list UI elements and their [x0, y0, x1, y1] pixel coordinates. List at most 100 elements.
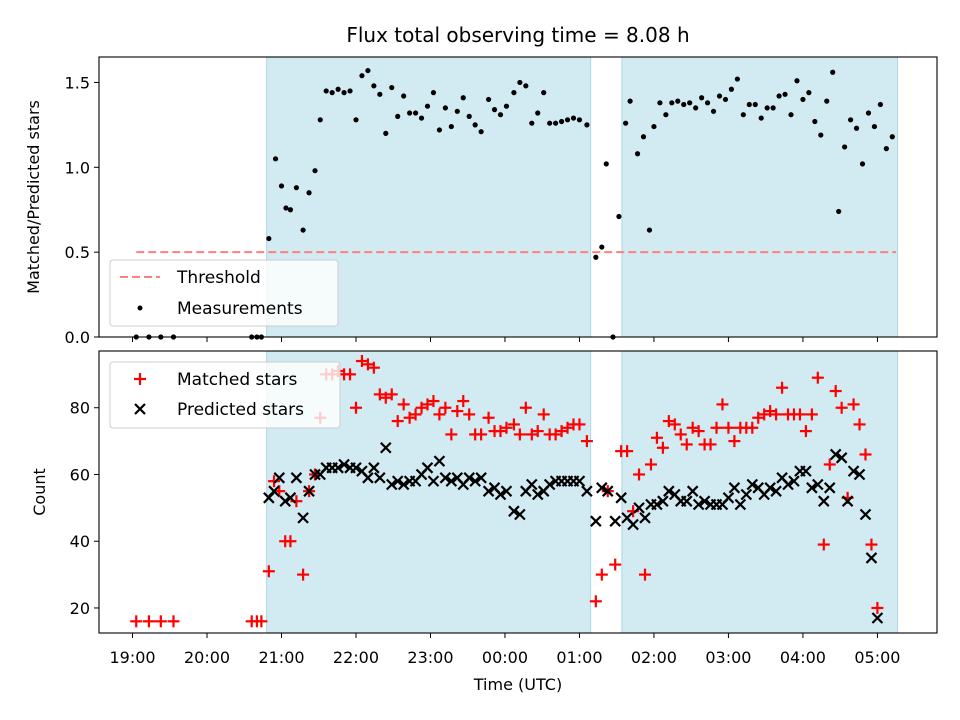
matched-star-point-25: [367, 361, 380, 374]
predicted-star-point-1: [268, 485, 280, 497]
predicted-star-point-39: [494, 488, 507, 501]
measurement-point-48: [511, 90, 517, 96]
predicted-star-point-18: [368, 462, 380, 474]
predicted-star-point-90: [806, 482, 818, 494]
measurement-point-65: [616, 213, 622, 220]
measurement-point-95: [794, 78, 800, 84]
measurement-point-73: [663, 112, 669, 118]
measurement-point-102: [836, 208, 842, 215]
predicted-star-point-20: [380, 442, 392, 454]
measurement-point-82: [716, 93, 723, 99]
measurement-point-58: [570, 115, 577, 121]
matched-star-point-108: [871, 601, 884, 614]
x-tick-label-1: 20:00: [184, 648, 230, 667]
y-tick-label-0: 20: [70, 599, 90, 618]
predicted-star-point-62: [639, 512, 651, 524]
measurement-point-81: [710, 108, 717, 114]
matched-star-point-66: [621, 445, 634, 458]
predicted-star-point-77: [728, 482, 741, 494]
ratio-panel: 0.0 0.5 1.0 1.5: [65, 56, 938, 347]
y-tick-label-1: 40: [70, 532, 90, 551]
matched-star-point-13: [297, 568, 310, 581]
predicted-star-point-42: [514, 508, 526, 521]
measurement-point-38: [448, 123, 454, 130]
measurement-point-25: [371, 83, 377, 89]
measurement-point-104: [847, 117, 854, 123]
measurement-point-30: [401, 93, 407, 99]
bottom-legend-box: [109, 361, 341, 429]
predicted-star-point-64: [651, 498, 663, 511]
x-tick-label-5: 00:00: [482, 648, 528, 667]
matched-star-point-32: [409, 408, 422, 421]
predicted-star-point-89: [800, 465, 812, 477]
matched-star-point-71: [650, 431, 663, 444]
matched-star-point-76: [680, 438, 693, 451]
matched-star-point-36: [433, 408, 446, 421]
matched-star-point-22: [349, 401, 362, 414]
matched-star-point-91: [770, 408, 783, 421]
measurement-point-29: [395, 113, 401, 119]
measurement-point-36: [436, 127, 443, 133]
measurement-point-50: [523, 83, 529, 89]
matched-star-point-52: [531, 425, 544, 438]
matched-star-point-1: [142, 615, 155, 628]
legend-threshold-label: Threshold: [176, 268, 261, 288]
matched-star-point-95: [793, 408, 806, 421]
predicted-star-point-91: [812, 478, 824, 491]
predicted-star-point-96: [841, 495, 854, 507]
predicted-star-point-28: [427, 475, 440, 487]
x-tick-label-6: 01:00: [556, 648, 602, 667]
legend-measurements-swatch: [137, 305, 143, 311]
observing-interval-1: [621, 56, 899, 338]
legend-predicted-label: Predicted stars: [177, 400, 304, 420]
matched-star-point-80: [704, 438, 717, 451]
predicted-star-point-23: [397, 478, 410, 491]
measurement-point-84: [728, 86, 735, 92]
measurement-point-62: [599, 244, 605, 250]
matched-star-point-97: [805, 408, 818, 421]
measurement-point-106: [859, 161, 866, 167]
y-tick-label-2: 60: [70, 465, 90, 484]
y-tick-label-3: 1.5: [65, 73, 90, 92]
measurement-point-90: [764, 105, 770, 111]
measurement-point-63: [603, 161, 609, 167]
axes-frame: [98, 350, 938, 634]
predicted-star-point-72: [698, 495, 711, 507]
measurement-point-24: [365, 67, 371, 74]
measurement-point-37: [442, 105, 448, 111]
measurement-point-110: [883, 146, 889, 152]
matched-star-point-6: [255, 615, 268, 628]
predicted-star-point-52: [573, 475, 586, 487]
matched-star-point-49: [513, 428, 526, 441]
measurement-point-10: [283, 205, 289, 211]
measurement-point-77: [687, 100, 693, 106]
x-tick-label-4: 23:00: [407, 648, 453, 667]
measurement-point-12: [293, 185, 299, 191]
x-tick-label-8: 03:00: [705, 648, 751, 667]
matched-star-point-30: [397, 398, 410, 411]
matched-star-point-107: [865, 538, 878, 551]
measurement-point-66: [623, 120, 629, 126]
x-tick-label-3: 22:00: [333, 648, 379, 667]
matched-star-point-83: [722, 421, 735, 434]
measurement-point-92: [776, 93, 782, 99]
predicted-star-point-84: [770, 485, 782, 497]
measurement-point-67: [627, 98, 633, 104]
predicted-star-point-99: [859, 508, 872, 521]
predicted-star-point-100: [865, 552, 878, 564]
predicted-star-point-57: [609, 515, 621, 527]
predicted-star-point-95: [835, 452, 848, 464]
measurement-point-74: [669, 100, 675, 106]
predicted-star-point-97: [847, 465, 860, 477]
top-legend: Threshold Measurements: [109, 259, 339, 327]
predicted-star-point-66: [663, 485, 675, 497]
predicted-star-point-60: [627, 518, 639, 531]
chart-title: Flux total observing time = 8.08 h: [346, 23, 689, 47]
matched-star-point-82: [716, 398, 729, 411]
measurement-point-76: [681, 101, 687, 108]
matched-star-point-102: [835, 401, 848, 414]
measurement-point-71: [651, 123, 657, 130]
measurement-point-11: [287, 207, 294, 213]
y-tick-label-3: 80: [70, 399, 90, 418]
